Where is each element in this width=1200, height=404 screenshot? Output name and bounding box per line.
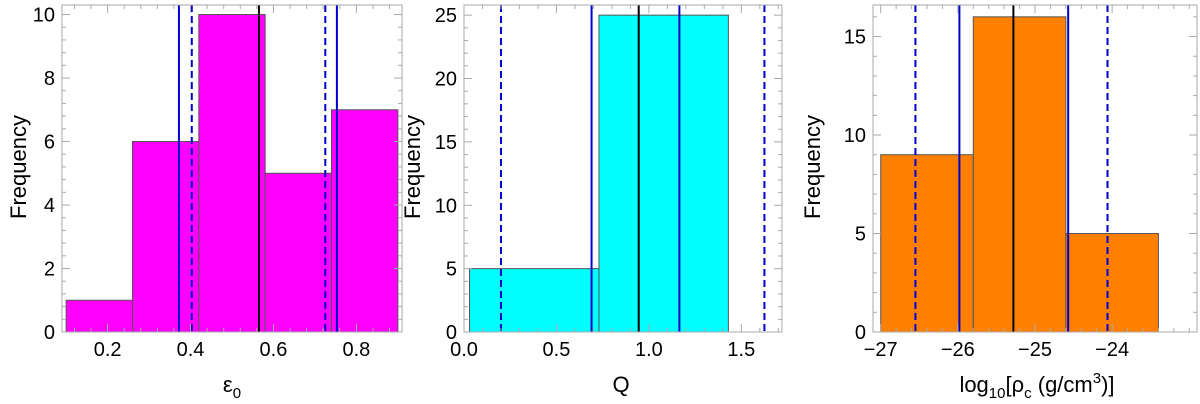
y-tick-label: 20 (435, 69, 457, 91)
x-axis-label: Q (612, 372, 629, 397)
x-axis-label: log10[ρc (g/cm3)] (959, 370, 1114, 402)
x-tick-label: 0.8 (342, 339, 370, 361)
histogram-bar (469, 268, 600, 333)
y-tick-label: 0 (44, 322, 55, 344)
histogram-bar (1065, 233, 1159, 333)
y-tick-label: 25 (435, 5, 457, 27)
x-tick-label: −24 (1095, 339, 1129, 361)
y-tick-label: 4 (44, 195, 55, 217)
histogram-bar (880, 154, 974, 333)
plot-frame (463, 4, 783, 333)
y-axis-label: Frequency (6, 115, 31, 219)
histogram-bar (598, 14, 729, 333)
histogram-epsilon-panel: 0.2 0.4 0.6 0.8 0 2 4 6 8 10 Frequency ε0 (6, 4, 403, 402)
x-tick-label: 0.2 (94, 339, 122, 361)
x-tick-label: −27 (864, 339, 898, 361)
histogram-bar (331, 109, 399, 333)
y-tick-label: 0 (855, 322, 866, 344)
histogram-bar (198, 14, 266, 333)
x-tick-label: −25 (1018, 339, 1052, 361)
histogram-log-density-panel: −27 −26 −25 −24 0 5 10 15 Frequency log10[ρc (g… (800, 4, 1198, 402)
x-tick-label: 1.5 (727, 339, 755, 361)
y-tick-label: 5 (446, 259, 457, 281)
y-tick-label: 8 (44, 68, 55, 90)
y-tick-label: 0 (446, 322, 457, 344)
histogram-bar (264, 172, 333, 333)
histogram-q-panel: 0.0 0.5 1.0 1.5 0 5 10 15 20 25 Frequency Q (400, 4, 783, 397)
histogram-bar (131, 141, 200, 333)
x-tick-label: 0.4 (177, 339, 205, 361)
y-tick-label: 15 (844, 27, 866, 49)
y-tick-label: 6 (44, 132, 55, 154)
x-tick-label: 0.0 (450, 339, 478, 361)
y-tick-label: 15 (435, 132, 457, 154)
y-tick-label: 10 (435, 195, 457, 217)
histogram-bar (65, 299, 133, 333)
y-tick-label: 10 (33, 5, 55, 27)
y-tick-label: 10 (844, 125, 866, 147)
plot-frame (61, 4, 403, 333)
x-tick-label: 0.6 (260, 339, 288, 361)
x-tick-label: −26 (941, 339, 975, 361)
x-tick-label: 0.5 (543, 339, 571, 361)
y-tick-label: 2 (44, 259, 55, 281)
y-axis-label: Frequency (400, 115, 425, 219)
histogram-bar (972, 16, 1067, 333)
x-axis-label: ε0 (223, 372, 241, 402)
y-axis-label: Frequency (800, 115, 825, 219)
x-tick-label: 1.0 (635, 339, 663, 361)
y-tick-label: 5 (855, 224, 866, 246)
